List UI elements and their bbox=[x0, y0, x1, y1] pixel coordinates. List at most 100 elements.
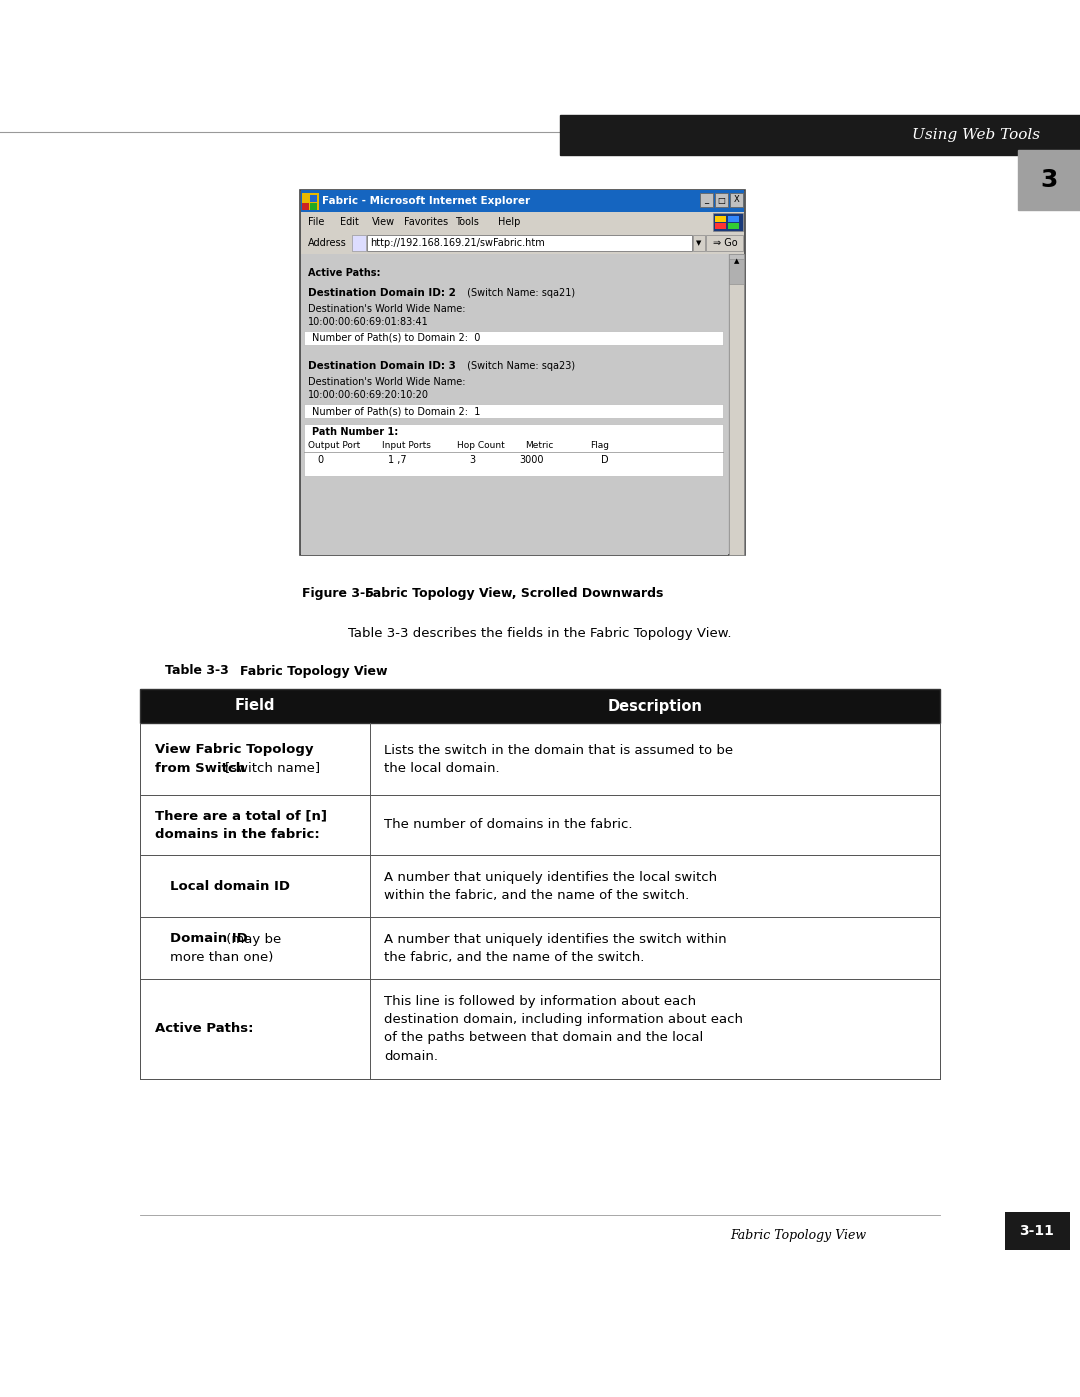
Text: domains in the fabric:: domains in the fabric: bbox=[156, 827, 320, 841]
Text: Fabric Topology View, Scrolled Downwards: Fabric Topology View, Scrolled Downwards bbox=[365, 587, 663, 599]
Text: Hop Count: Hop Count bbox=[457, 440, 504, 450]
Bar bbox=[140, 855, 940, 916]
Text: Fabric Topology View: Fabric Topology View bbox=[240, 665, 388, 678]
Bar bbox=[715, 224, 726, 229]
Text: Field: Field bbox=[234, 698, 275, 714]
Text: of the paths between that domain and the local: of the paths between that domain and the… bbox=[384, 1031, 703, 1045]
Text: Number of Path(s) to Domain 2:  1: Number of Path(s) to Domain 2: 1 bbox=[312, 407, 481, 416]
Bar bbox=[730, 193, 743, 207]
Text: domain.: domain. bbox=[384, 1049, 438, 1063]
Text: Figure 3-5: Figure 3-5 bbox=[302, 587, 374, 599]
Bar bbox=[301, 190, 744, 212]
Text: (Switch Name: sqa21): (Switch Name: sqa21) bbox=[464, 288, 576, 298]
Text: Flag: Flag bbox=[590, 440, 609, 450]
Bar bbox=[303, 331, 723, 345]
Text: File: File bbox=[308, 217, 324, 226]
Text: within the fabric, and the name of the switch.: within the fabric, and the name of the s… bbox=[384, 888, 689, 901]
Text: This line is followed by information about each: This line is followed by information abo… bbox=[384, 996, 697, 1009]
Text: Fabric Topology View: Fabric Topology View bbox=[730, 1229, 866, 1242]
Text: 0: 0 bbox=[316, 455, 323, 465]
Bar bbox=[700, 193, 713, 207]
Text: 10:00:00:60:69:01:83:41: 10:00:00:60:69:01:83:41 bbox=[308, 317, 429, 327]
Text: 3: 3 bbox=[1040, 168, 1057, 191]
Bar bbox=[301, 212, 744, 232]
Text: There are a total of [n]: There are a total of [n] bbox=[156, 809, 327, 823]
Bar bbox=[352, 235, 366, 251]
Text: View Fabric Topology: View Fabric Topology bbox=[156, 743, 313, 757]
Text: Lists the switch in the domain that is assumed to be: Lists the switch in the domain that is a… bbox=[384, 743, 733, 757]
Text: Edit: Edit bbox=[340, 217, 359, 226]
Text: □: □ bbox=[717, 196, 726, 204]
Text: Input Ports: Input Ports bbox=[382, 440, 431, 450]
Text: The number of domains in the fabric.: The number of domains in the fabric. bbox=[384, 819, 633, 831]
Bar bbox=[140, 724, 940, 795]
Text: Output Port: Output Port bbox=[308, 440, 361, 450]
Text: Domain ID: Domain ID bbox=[170, 933, 247, 946]
Text: Tools: Tools bbox=[455, 217, 478, 226]
Text: Destination's World Wide Name:: Destination's World Wide Name: bbox=[308, 305, 465, 314]
Text: ⇒ Go: ⇒ Go bbox=[713, 237, 738, 249]
Bar bbox=[303, 404, 723, 418]
Bar bbox=[302, 193, 319, 210]
Text: destination domain, including information about each: destination domain, including informatio… bbox=[384, 1013, 743, 1027]
Bar bbox=[1018, 149, 1080, 210]
Bar bbox=[140, 979, 940, 1078]
Bar bbox=[713, 212, 743, 231]
Text: Destination Domain ID: 3: Destination Domain ID: 3 bbox=[308, 360, 456, 372]
Text: [switch name]: [switch name] bbox=[225, 761, 320, 774]
Text: (Switch Name: sqa23): (Switch Name: sqa23) bbox=[464, 360, 576, 372]
Text: the fabric, and the name of the switch.: the fabric, and the name of the switch. bbox=[384, 950, 645, 964]
Text: Description: Description bbox=[608, 698, 702, 714]
Bar bbox=[729, 258, 744, 284]
Text: 1 ,7: 1 ,7 bbox=[388, 455, 406, 465]
Text: 3-11: 3-11 bbox=[1020, 1224, 1054, 1238]
Text: A number that uniquely identifies the switch within: A number that uniquely identifies the sw… bbox=[384, 933, 727, 946]
Text: Table 3-3 describes the fields in the Fabric Topology View.: Table 3-3 describes the fields in the Fa… bbox=[348, 626, 732, 640]
Text: View: View bbox=[372, 217, 395, 226]
Bar bbox=[303, 425, 723, 476]
Bar bbox=[1005, 1213, 1070, 1250]
Text: Fabric - Microsoft Internet Explorer: Fabric - Microsoft Internet Explorer bbox=[322, 196, 530, 205]
Text: the local domain.: the local domain. bbox=[384, 761, 500, 774]
Bar bbox=[301, 254, 728, 555]
Bar bbox=[728, 224, 739, 229]
Text: Address: Address bbox=[308, 237, 347, 249]
Bar bbox=[729, 254, 744, 268]
Bar bbox=[140, 916, 940, 979]
Text: A number that uniquely identifies the local switch: A number that uniquely identifies the lo… bbox=[384, 870, 717, 883]
Text: from Switch: from Switch bbox=[156, 761, 249, 774]
Bar bbox=[715, 193, 728, 207]
Text: _: _ bbox=[704, 196, 708, 204]
Bar bbox=[561, 115, 1080, 155]
Bar bbox=[300, 190, 745, 555]
Bar bbox=[728, 217, 739, 222]
Text: 10:00:00:60:69:20:10:20: 10:00:00:60:69:20:10:20 bbox=[308, 390, 429, 400]
Text: more than one): more than one) bbox=[170, 950, 273, 964]
Bar bbox=[693, 235, 705, 251]
Bar bbox=[706, 235, 743, 251]
Text: Active Paths:: Active Paths: bbox=[308, 268, 380, 278]
Text: 3000: 3000 bbox=[519, 455, 544, 465]
Text: Using Web Tools: Using Web Tools bbox=[912, 129, 1040, 142]
Text: Path Number 1:: Path Number 1: bbox=[312, 427, 399, 437]
Bar bbox=[301, 232, 744, 254]
Text: Destination's World Wide Name:: Destination's World Wide Name: bbox=[308, 377, 465, 387]
Bar bbox=[302, 203, 309, 210]
Bar bbox=[302, 196, 309, 203]
Text: http://192.168.169.21/swFabric.htm: http://192.168.169.21/swFabric.htm bbox=[370, 237, 544, 249]
Text: Metric: Metric bbox=[525, 440, 553, 450]
Bar bbox=[729, 254, 744, 555]
Text: Destination Domain ID: 2: Destination Domain ID: 2 bbox=[308, 288, 456, 298]
Text: ▲: ▲ bbox=[734, 258, 740, 264]
Bar bbox=[310, 203, 318, 210]
Text: X: X bbox=[733, 196, 740, 204]
Text: ▼: ▼ bbox=[697, 240, 702, 246]
Text: 3: 3 bbox=[469, 455, 475, 465]
Bar bbox=[367, 235, 692, 251]
Bar bbox=[140, 689, 940, 724]
Text: Active Paths:: Active Paths: bbox=[156, 1023, 254, 1035]
Text: Help: Help bbox=[498, 217, 521, 226]
Bar bbox=[140, 795, 940, 855]
Text: Favorites: Favorites bbox=[404, 217, 448, 226]
Text: D: D bbox=[602, 455, 609, 465]
